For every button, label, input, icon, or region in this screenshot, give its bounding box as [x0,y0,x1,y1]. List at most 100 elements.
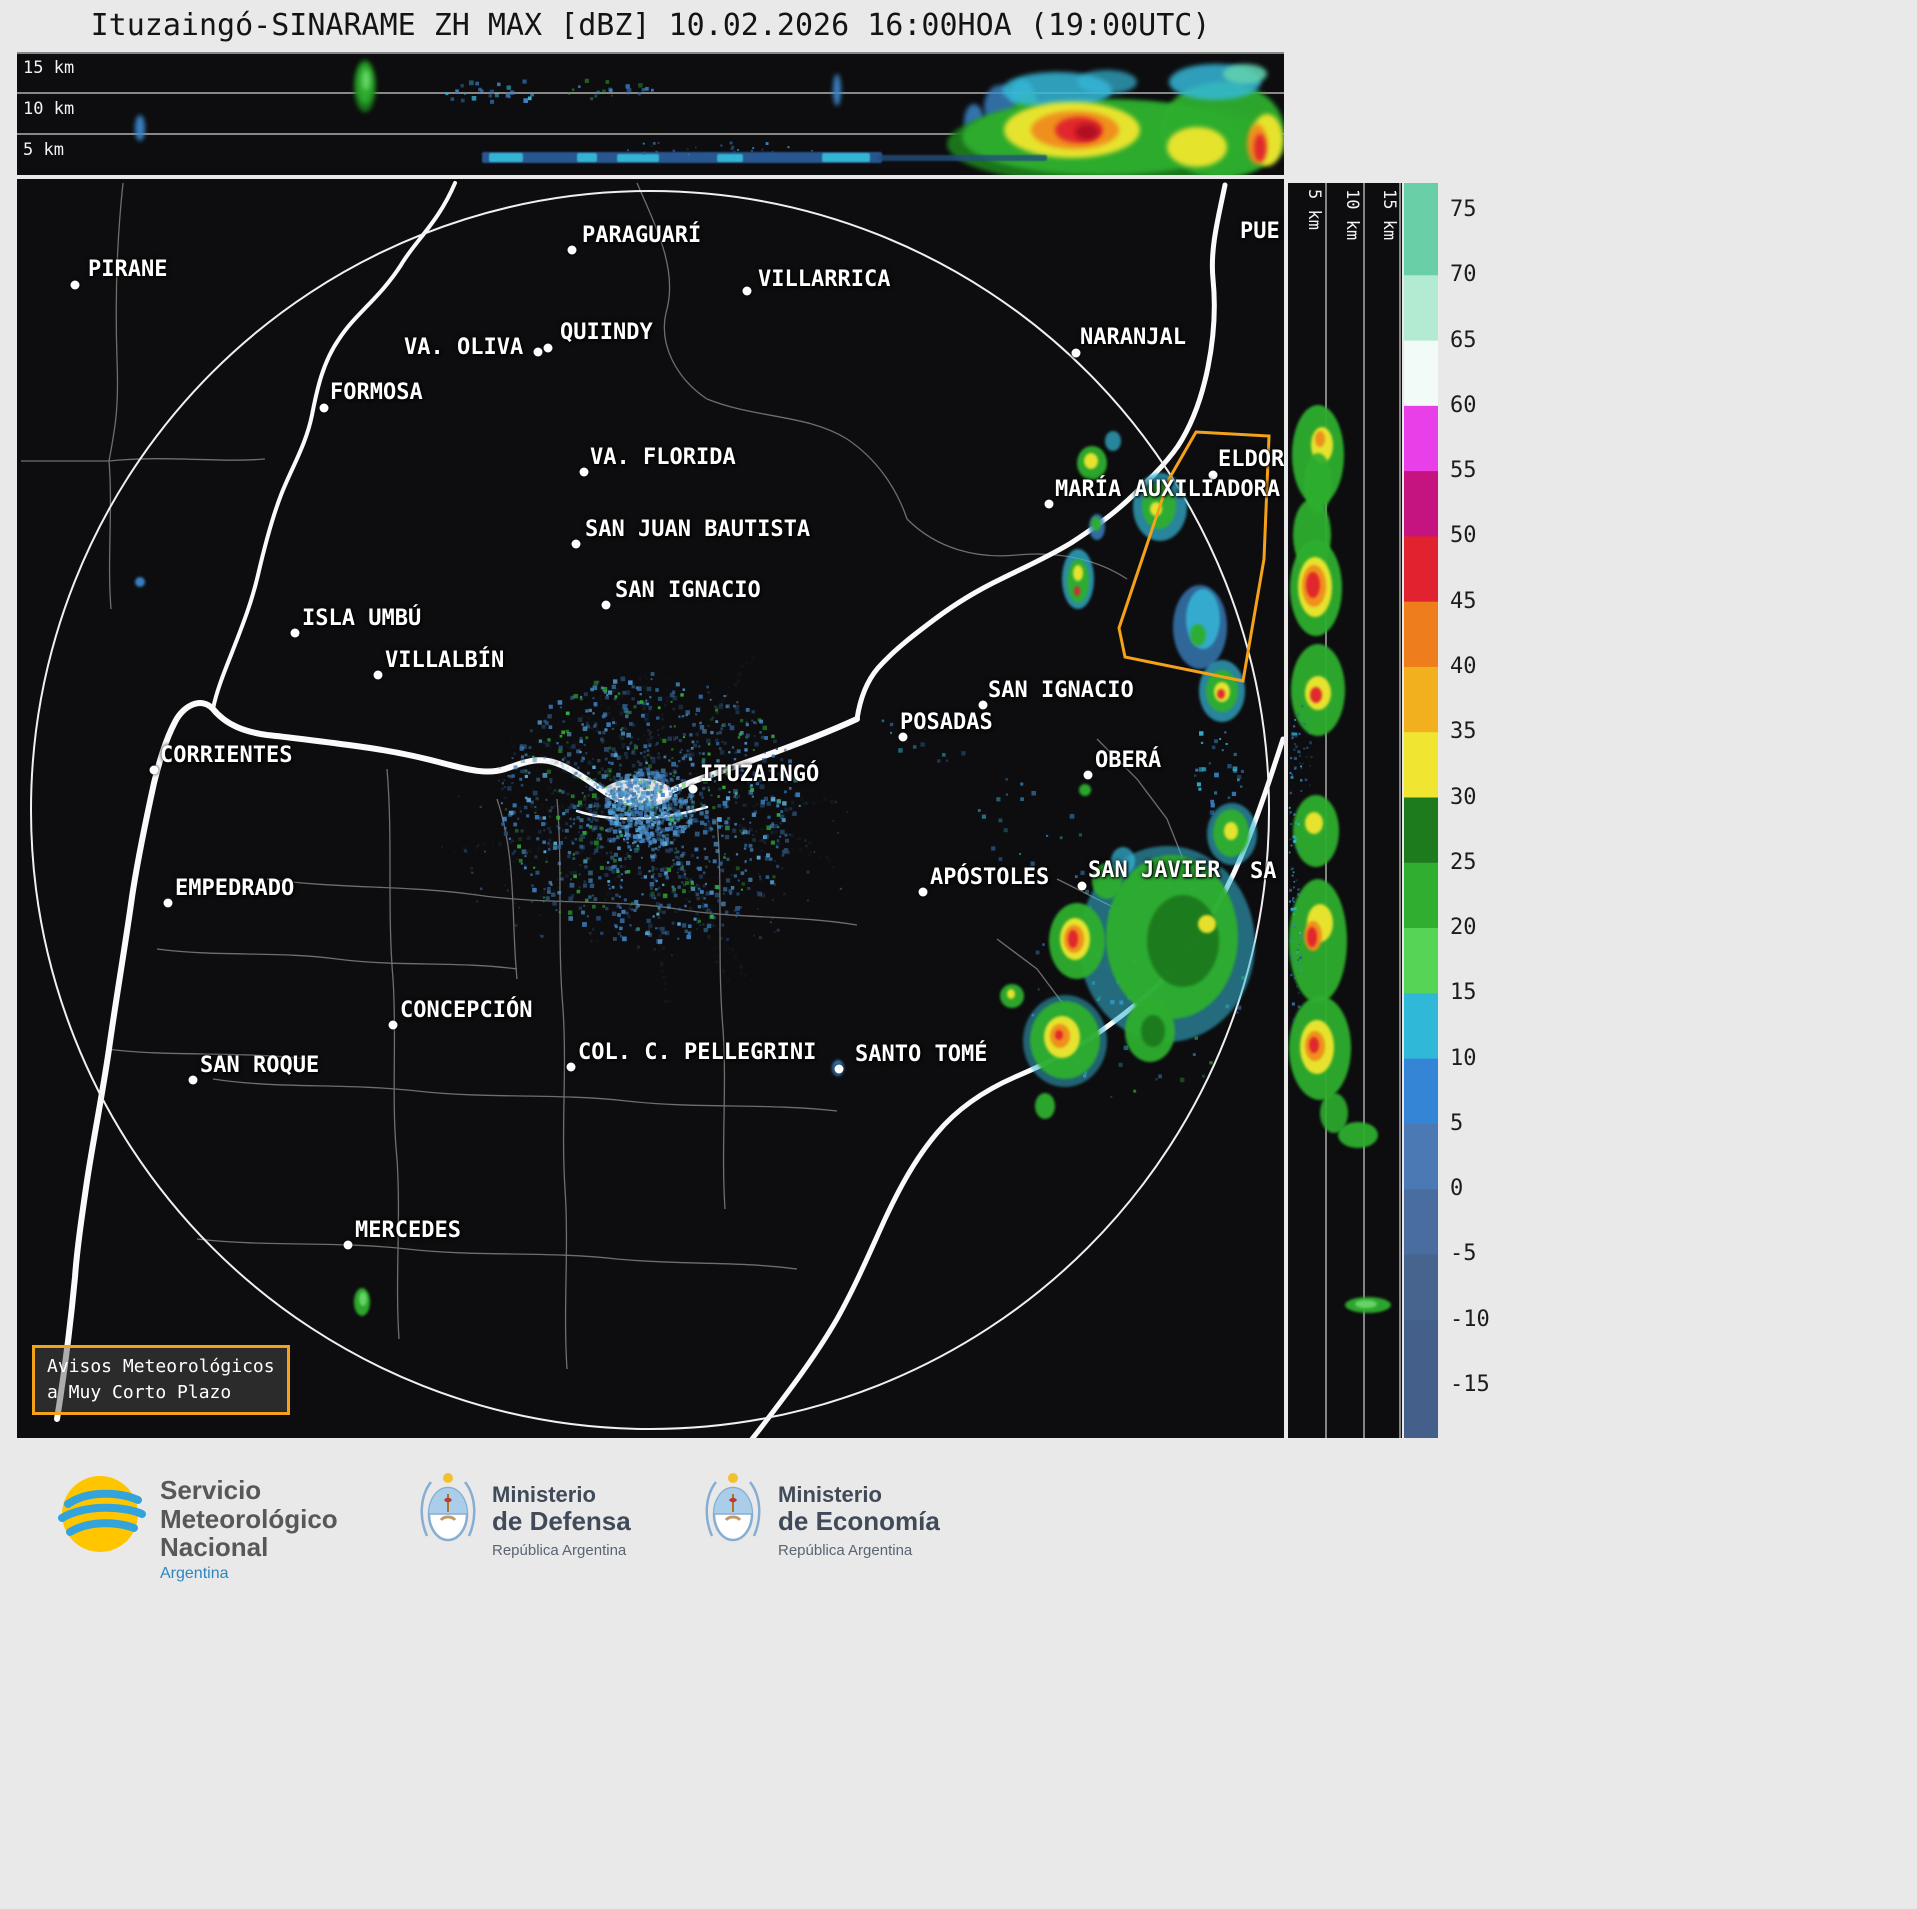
radar-map-plot [21,181,1284,1438]
city-dot-formosa [319,403,329,413]
city-label-concepci-n: CONCEPCIÓN [400,998,533,1023]
city-dot-ober [1083,770,1093,780]
river-paraguay [211,181,457,711]
city-dot-va-florida [579,467,589,477]
city-label-va-oliva: VA. OLIVA [404,335,524,360]
city-label-mar-a-auxiliadora: MARÍA AUXILIADORA [1055,477,1281,502]
altitude-label-15km: 15 km [23,58,75,78]
city-label-va-florida: VA. FLORIDA [590,445,736,470]
dbz-colorbar-labels: 75 70 65 60 55 50 45 40 35 30 25 20 15 10 5 0 -5 -10 -15 [1404,183,1514,1438]
defensa-dept: de Defensa [492,1506,631,1537]
city-label-isla-umb: ISLA UMBÚ [302,606,422,631]
city-dot-santo-tom [834,1064,844,1074]
city-dot-isla-umb [290,628,300,638]
defensa-ministry: Ministerio [492,1482,596,1507]
city-dot-san-roque [188,1075,198,1085]
defensa-crest-icon [415,1466,481,1561]
economia-country: República Argentina [778,1542,913,1560]
city-dot-ap-stoles [918,887,928,897]
city-dot-san-ignacio [601,600,611,610]
city-label-san-juan-bautista: SAN JUAN BAUTISTA [585,517,811,542]
warning-notice-line1: Avisos Meteorológicos [47,1356,275,1377]
map-base-layer [21,181,1284,1438]
city-label-formosa: FORMOSA [330,380,423,405]
city-label-ituzaing: ITUZAINGÓ [700,762,820,787]
city-dot-col-c-pellegrini [566,1062,576,1072]
colorbar-tick-75: 75 [1450,197,1477,222]
city-dot-san-juan-bautista [571,539,581,549]
warning-polygon [1117,430,1271,683]
dbz-colorbar [1404,183,1438,1438]
city-label-eldorado: ELDORADO [1218,447,1284,472]
smn-line3: Nacional [160,1532,269,1563]
top-echoes [135,60,1284,175]
city-dot-empedrado [163,898,173,908]
radar-map-panel: PIRANE PARAGUARÍ VILLARRICA QUIINDY VA. OLIV… [17,179,1284,1438]
city-dot-mar-a-auxiliadora [1044,499,1054,509]
map-overlay [1117,430,1271,683]
city-label-villalb-n: VILLALBÍN [385,648,505,673]
smn-logo-icon [52,1466,148,1567]
city-dot-ituzaing [688,784,698,794]
city-dot-naranjal [1071,348,1081,358]
city-dot-corrientes [149,765,159,775]
altitude-label-5km: 5 km [23,140,64,160]
city-dot-mercedes [343,1240,353,1250]
colorbar-tick-35: 35 [1450,719,1477,745]
city-dot-villalb-n [373,670,383,680]
city-label-santo-tom: SANTO TOMÉ [855,1042,988,1067]
top-cross-section-plot [17,52,1284,175]
smn-line1: Servicio [160,1475,262,1505]
colorbar-tick-55: 55 [1450,458,1477,484]
colorbar-tick--5: -5 [1450,1241,1477,1267]
city-label-san-roque: SAN ROQUE [200,1053,320,1078]
city-label-posadas: POSADAS [900,710,993,735]
colorbar-tick-30: 30 [1450,784,1477,810]
city-label-sa: SA [1250,859,1277,884]
warning-notice-box: Avisos Meteorológicos a Muy Corto Plazo [32,1345,290,1416]
economia-ministry: Ministerio [778,1482,882,1507]
city-label-villarrica: VILLARRICA [758,267,891,292]
city-label-naranjal: NARANJAL [1080,325,1186,350]
city-dot-paraguar [567,245,577,255]
city-dot-pirane [70,280,80,290]
colorbar-tick-70: 70 [1450,262,1477,288]
colorbar-tick-20: 20 [1450,915,1477,941]
city-label-san-ignacio: SAN IGNACIO [988,678,1134,703]
economia-crest-icon [700,1466,766,1561]
city-dot-villarrica [742,286,752,296]
city-dot-san-javier [1077,881,1087,891]
colorbar-tick--15: -15 [1450,1372,1490,1397]
colorbar-tick-5: 5 [1450,1110,1464,1136]
city-label-paraguar: PARAGUARÍ [582,223,702,248]
colorbar-tick-15: 15 [1450,980,1477,1006]
smn-country: Argentina [160,1564,229,1582]
altitude-label-5km-v: 5 km [1304,189,1324,230]
city-dot-va-oliva [533,347,543,357]
defensa-wordmark: Ministerio de Defensa República Argentin… [492,1482,631,1559]
city-label-san-ignacio: SAN IGNACIO [615,578,761,603]
right-gridlines [1325,183,1401,1438]
defensa-country: República Argentina [492,1542,627,1560]
city-label-ap-stoles: APÓSTOLES [930,865,1050,890]
city-label-mercedes: MERCEDES [355,1218,461,1243]
colorbar-tick-50: 50 [1450,523,1477,549]
city-dot-concepci-n [388,1020,398,1030]
city-label-empedrado: EMPEDRADO [175,876,295,901]
colorbar-tick-40: 40 [1450,653,1477,679]
city-label-corrientes: CORRIENTES [160,743,293,768]
city-label-pirane: PIRANE [88,257,168,282]
city-dot-quiindy [543,343,553,353]
footer: Servicio Meteorológico Nacional Argentin… [0,1438,1917,1909]
city-dot-eldorado [1208,470,1218,480]
map-echoes [135,431,1257,1316]
smn-line2: Meteorológico [160,1503,338,1534]
colorbar-tick-25: 25 [1450,849,1477,875]
colorbar-tick-10: 10 [1450,1045,1477,1071]
altitude-label-15km-v: 15 km [1379,189,1399,241]
altitude-label-10km-v: 10 km [1342,189,1362,241]
top-cross-section-panel: 15 km 10 km 5 km [17,52,1284,175]
altitude-label-10km: 10 km [23,99,75,119]
city-label-pue: PUE [1240,219,1280,244]
